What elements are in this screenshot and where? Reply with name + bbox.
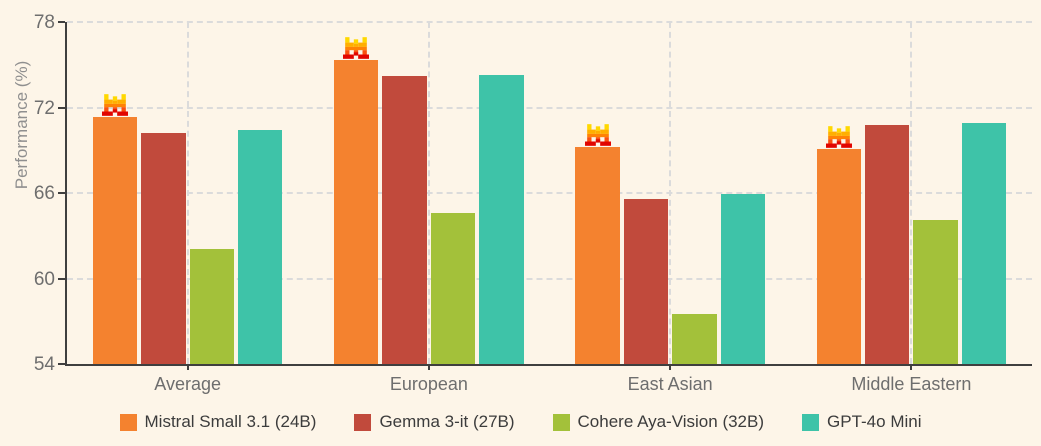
legend-swatch xyxy=(354,413,372,431)
mistral-logo-icon xyxy=(343,37,370,60)
y-tick-label: 72 xyxy=(33,97,55,119)
x-tick-mark xyxy=(669,364,672,370)
bar xyxy=(430,212,476,364)
bar xyxy=(623,198,669,364)
y-axis-label: Performance (%) xyxy=(12,60,31,190)
legend-swatch xyxy=(552,413,570,431)
bar xyxy=(334,60,379,364)
legend: Mistral Small 3.1 (24B) Gemma 3-it (27B) C… xyxy=(0,412,1041,432)
legend-swatch xyxy=(119,413,137,431)
legend-label: Cohere Aya-Vision (32B) xyxy=(577,412,765,431)
legend-item: Cohere Aya-Vision (32B) xyxy=(552,412,765,432)
y-tick-mark xyxy=(58,106,65,109)
mistral-logo-icon xyxy=(584,124,611,147)
y-tick-mark xyxy=(58,277,65,280)
legend-item: GPT-4o Mini xyxy=(802,412,922,432)
legend-swatch xyxy=(802,413,820,431)
x-tick-mark xyxy=(910,364,913,370)
bar xyxy=(479,74,524,364)
y-tick-label: 54 xyxy=(33,354,55,375)
mistral-logo-icon xyxy=(584,124,611,151)
bar xyxy=(575,147,620,364)
legend-label: Mistral Small 3.1 (24B) xyxy=(144,412,317,431)
category-label: East Asian xyxy=(627,374,713,394)
category-label: Average xyxy=(154,374,221,394)
v-gridline xyxy=(186,22,189,364)
bar xyxy=(913,220,958,364)
bar xyxy=(189,248,235,364)
v-gridline xyxy=(910,22,913,364)
y-tick-label: 78 xyxy=(33,12,55,33)
bar xyxy=(816,148,861,364)
y-axis-spine xyxy=(65,22,67,366)
x-axis-spine xyxy=(65,364,1032,366)
legend-label: GPT-4o Mini xyxy=(827,412,922,431)
x-tick-mark xyxy=(427,364,430,370)
bar xyxy=(92,117,138,364)
bar xyxy=(141,133,186,364)
bar xyxy=(382,76,427,364)
mistral-logo-icon xyxy=(102,94,129,121)
y-tick-mark xyxy=(58,21,65,23)
bar xyxy=(961,123,1007,364)
h-gridline xyxy=(67,106,1032,109)
h-gridline xyxy=(67,277,1032,280)
h-gridline xyxy=(67,21,1032,23)
legend-label: Gemma 3-it (27B) xyxy=(379,412,515,431)
category-label: Middle Eastern xyxy=(851,374,972,394)
y-tick-label: 60 xyxy=(33,268,55,290)
legend-item: Gemma 3-it (27B) xyxy=(354,412,515,432)
category-label: European xyxy=(389,374,468,394)
mistral-logo-icon xyxy=(102,94,129,117)
bar xyxy=(672,314,717,364)
x-tick-mark xyxy=(186,364,189,370)
legend-item: Mistral Small 3.1 (24B) xyxy=(119,412,317,432)
v-gridline xyxy=(427,22,430,364)
v-gridline xyxy=(669,22,672,364)
bar xyxy=(238,130,283,364)
mistral-logo-icon xyxy=(343,37,370,64)
y-tick-label: 66 xyxy=(33,183,55,204)
bar xyxy=(720,194,765,364)
bar xyxy=(864,124,910,364)
mistral-logo-icon xyxy=(825,125,852,148)
h-gridline xyxy=(67,192,1032,194)
mistral-logo-icon xyxy=(825,125,852,153)
y-tick-mark xyxy=(58,363,65,365)
y-tick-mark xyxy=(58,192,65,194)
